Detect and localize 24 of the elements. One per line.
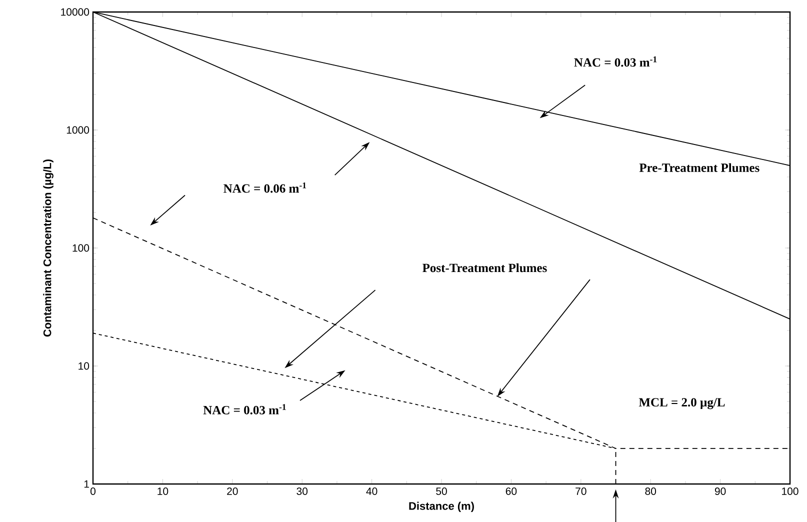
annotation: MCL = 2.0 µg/L: [638, 398, 725, 410]
x-tick-label: 70: [576, 488, 586, 495]
x-tick-label: 30: [296, 488, 308, 495]
y-axis-title: Contaminant Concentration (µg/L): [43, 160, 54, 337]
x-tick-label: 80: [645, 488, 656, 495]
x-tick-label: 50: [436, 488, 447, 495]
x-tick-label: 10: [158, 488, 168, 495]
y-tick-label: 1000: [66, 126, 90, 134]
annotation: NAC = 0.06 m$^{-1}$: [224, 182, 306, 193]
y-tick-label: 10: [78, 362, 90, 370]
annotation: NAC = 0.03 m$^{-1}$: [574, 56, 657, 67]
x-tick-label: 60: [506, 488, 517, 495]
x-tick-label: 100: [782, 488, 798, 495]
x-tick-label: 0: [90, 488, 96, 495]
x-axis-title: Distance (m): [409, 502, 474, 512]
y-tick-label: 100: [72, 244, 90, 252]
x-tick-label: 20: [227, 488, 238, 495]
y-tick-label: 1: [84, 480, 89, 488]
y-tick-label: 10000: [61, 8, 90, 16]
annotation: NAC = 0.03 m$^{-1}$: [203, 404, 286, 414]
x-tick-label: 40: [366, 488, 378, 495]
annotation: Pre-Treatment Plumes: [639, 163, 760, 172]
x-tick-label: 90: [714, 488, 726, 495]
annotation: Post-Treatment Plumes: [422, 263, 547, 272]
